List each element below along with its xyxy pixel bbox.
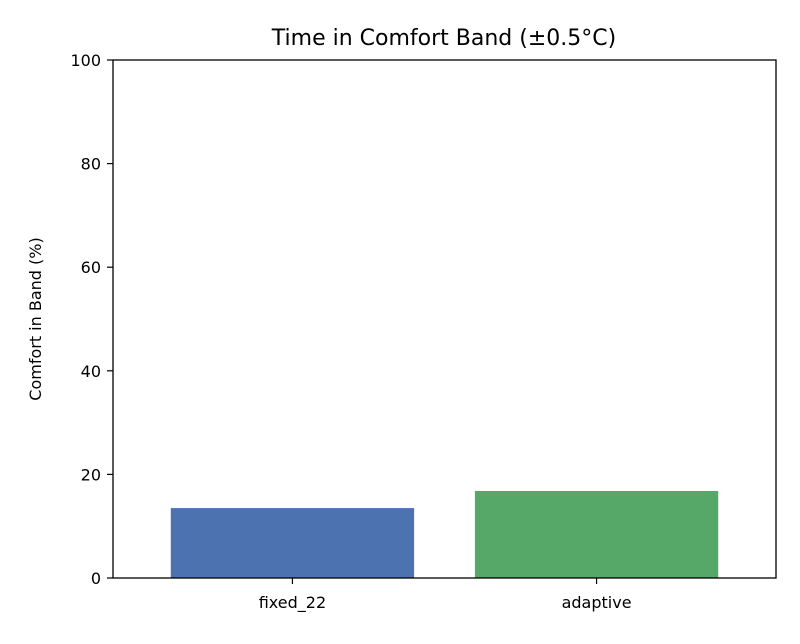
y-tick-label: 40 bbox=[81, 362, 101, 381]
y-tick-label: 60 bbox=[81, 258, 101, 277]
x-tick-label: adaptive bbox=[562, 593, 632, 612]
x-tick-label: fixed_22 bbox=[259, 593, 326, 613]
bar-adaptive bbox=[474, 490, 719, 578]
bar-fixed_22 bbox=[170, 508, 415, 578]
x-axis-ticks: fixed_22 adaptive bbox=[259, 578, 632, 613]
y-tick-label: 20 bbox=[81, 465, 101, 484]
plot-area-frame bbox=[112, 59, 777, 579]
y-tick-label: 0 bbox=[91, 569, 101, 588]
chart-title: Time in Comfort Band (±0.5°C) bbox=[271, 26, 616, 51]
y-tick-label: 80 bbox=[81, 155, 101, 174]
y-axis-ticks: 0 20 40 60 80 100 bbox=[70, 51, 113, 588]
y-axis-label: Comfort in Band (%) bbox=[26, 237, 45, 400]
bars-layer bbox=[170, 490, 719, 578]
y-tick-label: 100 bbox=[70, 51, 101, 70]
